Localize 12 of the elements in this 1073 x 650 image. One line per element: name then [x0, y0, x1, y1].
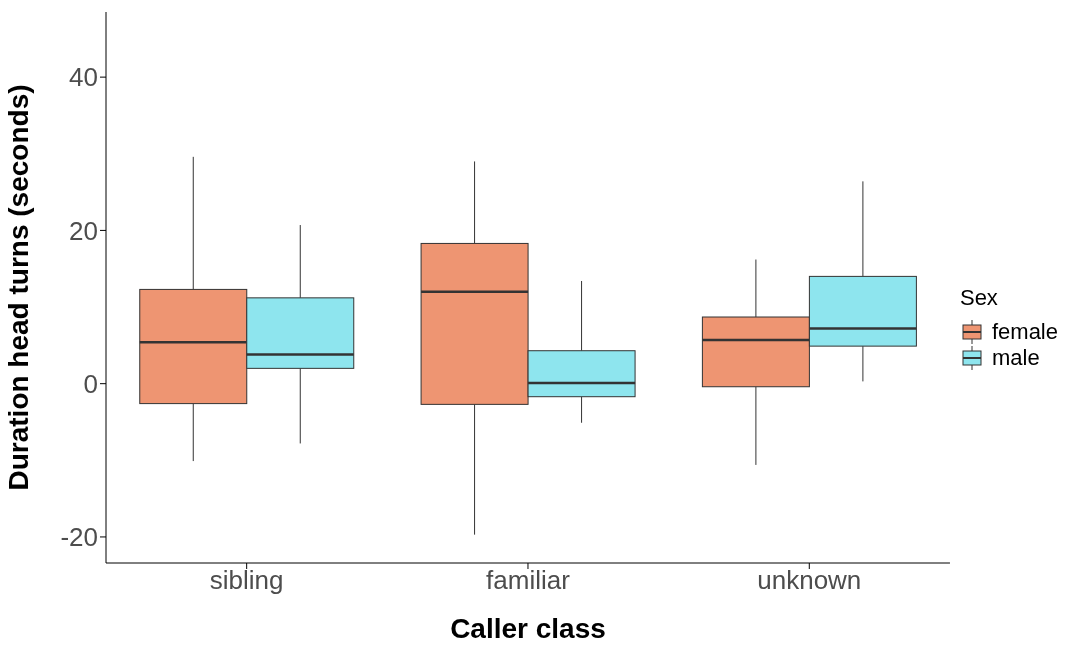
y-axis-title: Duration head turns (seconds) — [2, 84, 34, 491]
x-tick-label: unknown — [757, 565, 862, 596]
y-tick-label: -20 — [60, 522, 98, 553]
y-tick-label: 40 — [69, 62, 98, 93]
legend-label: female — [991, 319, 1058, 345]
x-axis-title: Caller class — [450, 613, 606, 644]
x-tick-label: sibling — [209, 565, 284, 596]
y-tick-label: 0 — [83, 368, 98, 399]
legend-label: male — [991, 345, 1040, 371]
y-tick-label: 20 — [69, 215, 98, 246]
legend-title: Sex — [959, 285, 999, 311]
x-tick-label: familiar — [486, 565, 571, 596]
